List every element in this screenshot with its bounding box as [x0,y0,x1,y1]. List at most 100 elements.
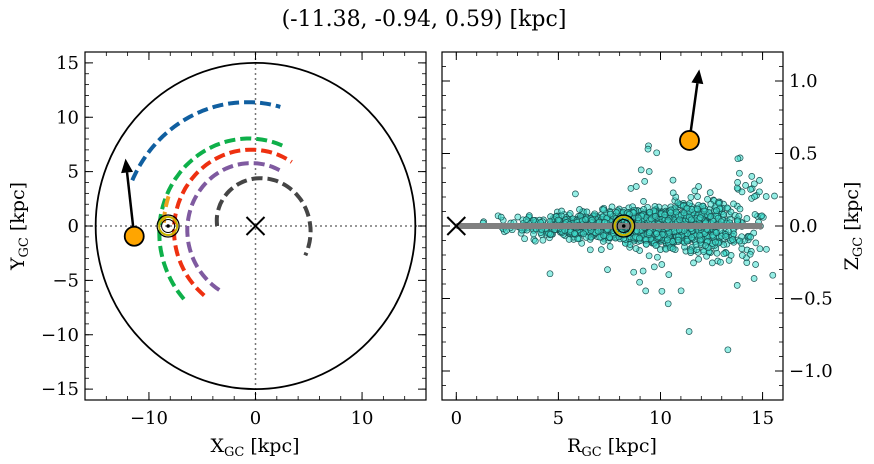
star-point [653,230,660,237]
left-ylabel: YGC [kpc] [7,182,32,271]
right-xtick-label: 10 [649,408,672,429]
star-point [730,200,737,208]
left-ytick-label: 5 [68,162,79,183]
star-point [708,259,716,267]
star-point [547,230,554,238]
star-point [521,235,528,243]
right-ylabel: ZGC [kpc] [841,182,866,271]
star-point [748,173,756,180]
right-panel: 0 5 10 15 −1.0 −0.5 0.0 0.5 1.0 RGC [kpc] ZGC [k… [441,51,866,460]
star-point [756,177,763,184]
right-xtick-label: 5 [553,408,564,429]
star-point [497,213,505,221]
right-ticks: 0 5 10 15 −1.0 −0.5 0.0 0.5 1.0 [442,51,833,429]
left-ticks: −10 0 10 −15 −10 −5 0 5 10 15 [41,51,427,429]
star-point [600,232,608,239]
star-point [669,176,677,184]
star-point [751,193,758,200]
star-point [652,242,660,249]
star-point [566,210,574,217]
star-point [650,263,658,271]
galactic-center-marker [245,216,266,236]
star-point [523,216,530,224]
star-point [690,259,697,267]
star-point [661,211,669,219]
star-point [588,216,596,224]
star-point [546,270,554,278]
right-ytick-label: −1.0 [789,361,833,382]
star-point [730,230,738,238]
star-point [580,230,587,238]
star-point [747,233,754,241]
star-point [677,287,685,295]
star-point [713,207,720,214]
star-point [688,234,695,241]
svg-text:XGC [kpc]: XGC [kpc] [210,435,299,460]
star-point [667,209,674,217]
star-point [687,247,694,255]
star-point [683,237,691,245]
star-point [722,233,730,240]
star-scatter-cloud [479,142,778,354]
star-point [637,166,645,174]
star-point [734,179,741,186]
star-point [694,193,701,200]
star-point [717,258,724,266]
spiral-arm-2 [157,136,285,301]
star-point [750,180,758,188]
star-point [700,207,708,215]
star-point [704,195,711,203]
left-xlabel: XGC [kpc] [210,435,299,460]
star-point [758,212,766,220]
star-point [636,278,643,286]
star-point [738,252,746,259]
star-point [669,245,677,253]
star-point [587,233,595,241]
star-point [747,186,754,193]
star-point [646,208,654,216]
star-point [707,200,715,208]
star-point [632,245,640,252]
star-point [606,210,614,218]
star-point [639,267,647,275]
star-point [691,187,699,195]
left-panel: −10 0 10 −15 −10 −5 0 5 10 15 XGC [kpc] YGC [kpc] [7,51,427,460]
star-point [756,245,764,253]
star-point [736,205,744,213]
star-point [738,188,746,196]
star-point [724,346,732,354]
star-point [720,250,728,258]
left-ytick-label: −5 [52,270,79,291]
star-point [531,237,539,245]
star-point [688,216,695,224]
star-point [712,238,719,246]
star-point [674,199,682,207]
velocity-arrow-rz [688,69,704,141]
star-point [644,145,652,153]
star-point [565,236,573,243]
star-point [736,169,743,177]
star-point [676,216,684,224]
star-point [746,250,754,258]
star-point [591,210,599,218]
star-point [720,211,728,218]
star-point [771,192,778,200]
star-point [597,246,605,253]
object-marker-rz [679,130,700,151]
star-point [606,243,614,250]
boundary-circle [94,61,417,391]
star-point [706,189,714,196]
star-point [751,211,759,218]
star-point [723,204,731,212]
star-point [762,193,770,200]
star-point [675,236,682,244]
star-point [658,261,666,268]
star-point [742,182,749,189]
left-ytick-label: −15 [41,379,79,400]
star-point [645,252,653,260]
star-point [654,253,661,261]
star-point [539,236,547,244]
star-point [642,287,650,295]
star-point [634,214,642,222]
